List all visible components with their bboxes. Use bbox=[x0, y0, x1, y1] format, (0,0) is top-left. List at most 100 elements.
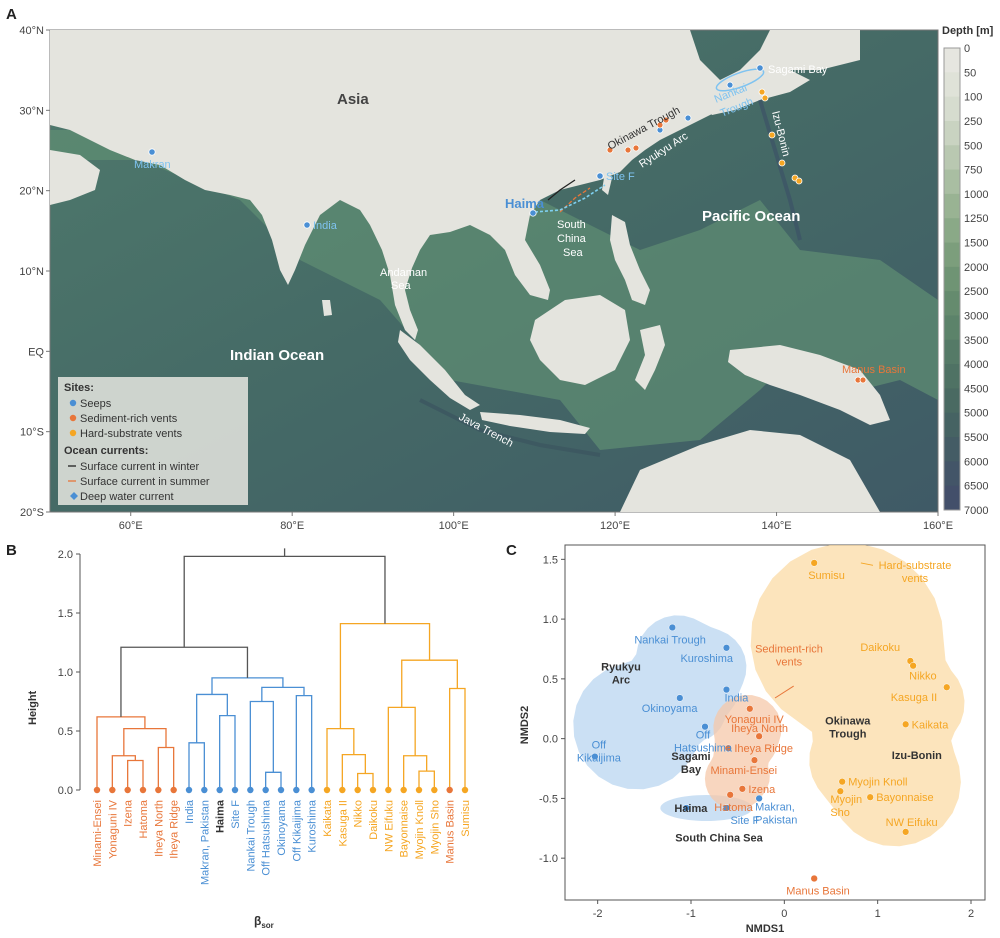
nmds-point-label: Daikoku bbox=[860, 642, 900, 654]
dendrogram-leaf-marker bbox=[385, 786, 392, 794]
dendrogram-leaf-label: Nankai Trough bbox=[245, 800, 257, 872]
dendrogram-leaf-marker bbox=[293, 786, 300, 794]
nmds-point bbox=[682, 804, 690, 812]
dendrogram-link bbox=[261, 686, 305, 702]
nmds-point-label: India bbox=[724, 693, 749, 705]
label-makran: Makran bbox=[134, 159, 171, 171]
nmds-point-label-line: Myojin Knoll bbox=[848, 777, 907, 789]
nmds-point-label: Off Kikaijima bbox=[577, 740, 622, 765]
dendrogram-link bbox=[401, 659, 458, 708]
dendrogram-link bbox=[120, 646, 249, 717]
nmds-point bbox=[755, 794, 763, 803]
depth-color-band bbox=[944, 412, 960, 438]
dendrogram-leaf-label: Manus Basin bbox=[445, 800, 457, 864]
dendrogram-xlabel-sub: sor bbox=[261, 921, 273, 930]
nmds-point bbox=[810, 874, 818, 883]
label-manus-basin: Manus Basin bbox=[842, 364, 906, 376]
nmds-point-label: Site F bbox=[730, 815, 759, 827]
nmds-point-label: Kaikata bbox=[912, 719, 950, 731]
lat-tick-label: 10°N bbox=[19, 266, 44, 278]
lat-tick-label: EQ bbox=[28, 346, 44, 358]
dendrogram-leaf-label: Haima bbox=[215, 799, 227, 833]
dendrogram-link bbox=[339, 622, 431, 729]
dendrogram-leaf-label: Bayonnaise bbox=[399, 800, 411, 858]
dendrogram-xlabel-main: β bbox=[254, 914, 261, 928]
depth-color-band bbox=[944, 364, 960, 389]
label-andaman-1: Andaman bbox=[380, 267, 427, 279]
nmds-point-label: Izena bbox=[748, 784, 776, 796]
depth-tick-label: 1250 bbox=[964, 213, 988, 225]
depth-color-band bbox=[944, 485, 960, 511]
dendrogram-link bbox=[96, 716, 146, 790]
ryukyu-arc-annotation-line: Ryukyu bbox=[601, 662, 641, 674]
nmds-point-label-line: Nankai Trough bbox=[634, 634, 706, 646]
bathymetry-map: 40°N 30°N 20°N 10°N EQ 10°S 20°S 60°E 80°E 100°E… bbox=[19, 25, 993, 532]
dendrogram-leaf-marker bbox=[139, 786, 147, 794]
depth-tick-label: 250 bbox=[964, 116, 982, 128]
nmds-point-label-line: Iheya Ridge bbox=[734, 743, 793, 755]
lat-tick-label: 20°N bbox=[19, 186, 44, 198]
dendrogram-link bbox=[183, 555, 386, 648]
nmds-point-label-line: Myojin bbox=[830, 794, 862, 806]
depth-color-band bbox=[944, 72, 960, 98]
dendrogram-leaf-marker bbox=[354, 786, 361, 794]
dendrogram-leaf-marker bbox=[262, 786, 269, 794]
depth-tick-label: 7000 bbox=[964, 505, 988, 517]
dendrogram-leaf-label: NW Eifuku bbox=[383, 800, 395, 852]
seeps-hull bbox=[573, 615, 747, 790]
nmds-xtick-label: 1 bbox=[875, 908, 881, 920]
nmds-point-label-line: Haima bbox=[674, 803, 708, 815]
sediment-rich-hull bbox=[704, 695, 782, 810]
dendrogram-leaf-marker bbox=[277, 786, 285, 794]
nmds-point-label-line: Off bbox=[592, 740, 607, 752]
depth-tick-label: 6500 bbox=[964, 481, 988, 493]
dendrogram-leaf-marker bbox=[400, 786, 407, 794]
legend-hard-marker bbox=[69, 429, 77, 437]
nmds-point-label-line: NW Eifuku bbox=[886, 817, 938, 829]
lon-tick-label: 140°E bbox=[761, 520, 791, 532]
legend-hard-label: Hard-substrate vents bbox=[80, 428, 183, 440]
dendrogram-link bbox=[249, 700, 274, 790]
borneo-island bbox=[530, 295, 630, 385]
nmds-point-label-line: Pakistan bbox=[755, 814, 797, 826]
nmds-point-label-line: Iheya North bbox=[731, 723, 788, 735]
australia-landmass bbox=[620, 430, 880, 512]
hard-substrate-annotation-line: Hard-substrate bbox=[879, 560, 952, 572]
nmds-point-label-line: Hatsushima bbox=[674, 743, 733, 755]
nmds-point-label: Myojin Sho bbox=[830, 794, 862, 819]
dendrogram-leaf-marker bbox=[339, 786, 346, 794]
dendrogram-leaf-marker bbox=[446, 786, 453, 794]
legend-seeps-label: Seeps bbox=[80, 398, 112, 410]
lat-tick-label: 10°S bbox=[20, 427, 44, 439]
sumatra-island bbox=[398, 330, 480, 410]
dendrogram-leaf-marker bbox=[231, 786, 239, 794]
nmds-point bbox=[810, 559, 818, 567]
depth-tick-label: 3000 bbox=[964, 310, 988, 322]
depth-tick-label: 4000 bbox=[964, 359, 988, 371]
nmds-point bbox=[722, 804, 731, 812]
nmds-point-label-line: Makran, bbox=[755, 801, 795, 813]
nmds-ytick-label: 0.5 bbox=[543, 674, 558, 686]
hard-annotation-pointer bbox=[860, 562, 874, 566]
depth-tick-label: 750 bbox=[964, 165, 982, 177]
depth-tick-label: 3500 bbox=[964, 335, 988, 347]
south-china-sea-annotation-line: South China Sea bbox=[675, 832, 763, 844]
nmds-point bbox=[902, 828, 910, 836]
ocean-currents bbox=[534, 68, 765, 213]
legend-deep-marker bbox=[70, 492, 78, 500]
nmds-point bbox=[722, 644, 731, 652]
dendrogram-link bbox=[341, 753, 366, 790]
sagami-bay-annotation-line: Bay bbox=[681, 764, 702, 776]
panel-b-letter: B bbox=[6, 542, 17, 559]
label-haima: Haima bbox=[505, 196, 545, 211]
dendrogram-leaf-label: Izena bbox=[123, 799, 135, 827]
nmds-xtick-label: -2 bbox=[593, 908, 603, 920]
nmds-point-label: Kasuga II bbox=[891, 692, 937, 704]
depth-tick-label: 4500 bbox=[964, 383, 988, 395]
asia-landmass bbox=[50, 30, 860, 340]
nmds-point-label: Nankai Trough bbox=[634, 634, 706, 646]
nmds-point bbox=[902, 720, 910, 728]
depth-color-band bbox=[944, 242, 960, 268]
sagami-bay-annotation-line: Sagami bbox=[671, 751, 710, 763]
